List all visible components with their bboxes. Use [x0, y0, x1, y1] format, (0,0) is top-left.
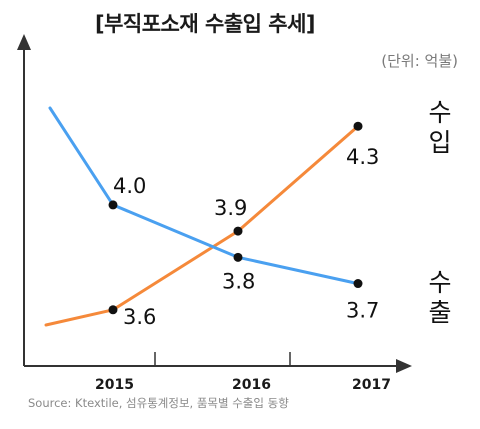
data-point — [233, 226, 243, 236]
series-line-import — [44, 124, 360, 327]
series-label-import: 수 입 — [425, 98, 455, 158]
data-point — [108, 305, 118, 315]
x-tick-label: 2016 — [232, 377, 271, 393]
source-note: Source: Ktextile, 섬유통계정보, 품목별 수출입 동향 — [28, 396, 289, 410]
x-axis-arrow — [396, 359, 412, 373]
data-label: 4.3 — [346, 145, 379, 169]
data-label: 3.7 — [346, 299, 379, 323]
series-label-export: 수 출 — [425, 268, 455, 328]
data-label: 3.8 — [222, 269, 255, 293]
x-tick-label: 2017 — [352, 377, 391, 393]
y-axis-arrow — [17, 34, 31, 50]
x-tick-label: 2015 — [95, 377, 134, 393]
series-label-import-char: 입 — [428, 128, 452, 157]
chart-title: [부직포소재 수출입 추세] — [95, 12, 316, 36]
series-label-export-char: 수 — [428, 268, 452, 297]
data-point — [353, 279, 363, 289]
unit-label: (단위: 억불) — [381, 52, 458, 70]
data-point — [233, 252, 243, 262]
data-point — [353, 121, 363, 131]
data-label: 3.6 — [123, 305, 156, 329]
series-label-export-char: 출 — [428, 298, 452, 327]
series-line-export — [48, 106, 360, 286]
series-label-import-char: 수 — [428, 98, 452, 127]
data-label: 3.9 — [214, 196, 247, 220]
data-label: 4.0 — [113, 174, 146, 198]
data-point — [108, 200, 118, 210]
